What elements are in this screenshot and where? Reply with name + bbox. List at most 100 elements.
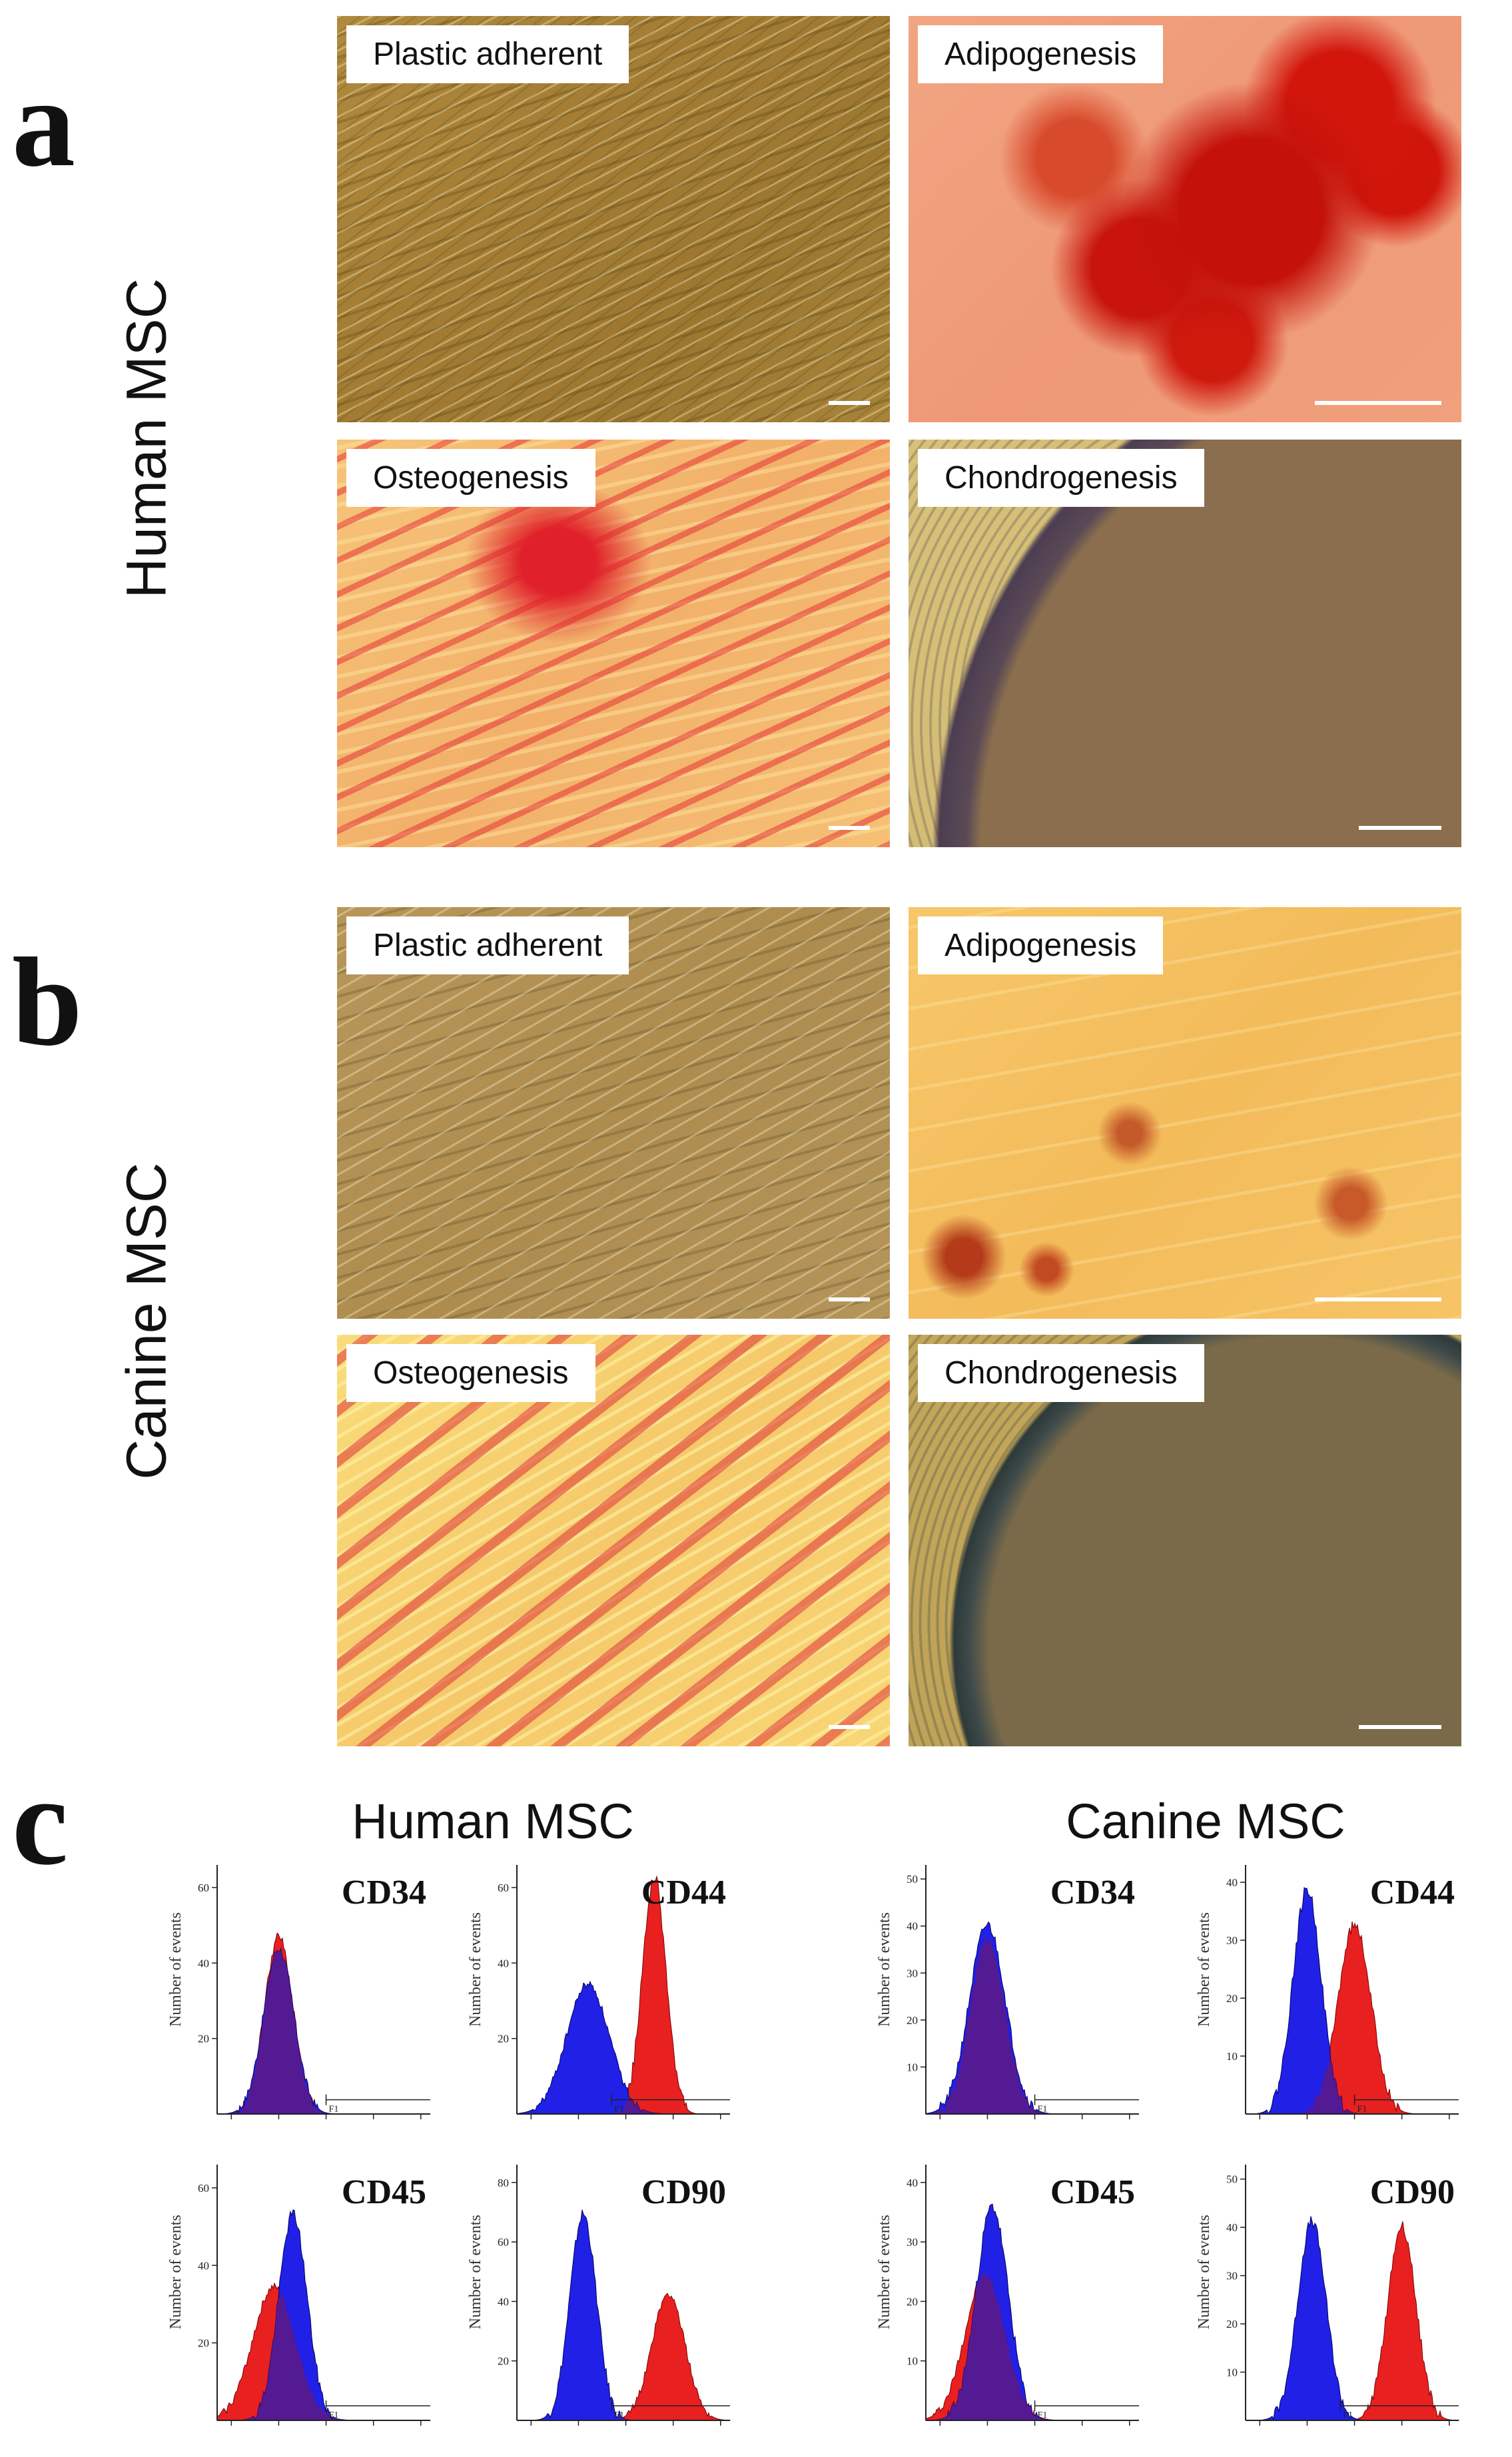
scale-bar — [829, 826, 870, 830]
histogram-human-cd45: 20 40 60 Number of events CD45 F1 — [151, 2158, 437, 2444]
micrograph-image — [909, 1335, 1461, 1746]
micrograph-image — [337, 907, 890, 1319]
y-tick-label: 10 — [907, 2061, 918, 2073]
marker-histogram — [517, 2292, 731, 2421]
y-tick-label: 20 — [1226, 1992, 1238, 2005]
micro-canine-plastic: Plastic adherent — [337, 907, 890, 1319]
overlap-histogram — [517, 2418, 730, 2420]
histogram-svg: 10 20 30 40 Number of events CD45 F1 — [876, 2165, 1139, 2426]
histogram-canine-cd44: 10 20 30 40 Number of events CD44 F1 — [1179, 1858, 1465, 2138]
image-label: Osteogenesis — [346, 1344, 595, 1402]
marker-label: CD44 — [641, 1874, 726, 1912]
y-axis-label: Number of events — [1196, 1912, 1213, 2027]
y-axis-label: Number of events — [876, 1912, 893, 2027]
y-tick-label: 20 — [198, 2033, 209, 2045]
scale-bar — [1359, 826, 1441, 830]
y-tick-label: 10 — [1226, 2366, 1238, 2379]
panel-letter-b: b — [12, 932, 83, 1072]
y-tick-label: 60 — [198, 2182, 209, 2195]
y-tick-label: 40 — [498, 1957, 509, 1969]
y-tick-label: 10 — [1226, 2050, 1238, 2063]
marker-label: CD90 — [641, 2173, 726, 2211]
micrograph-image — [909, 440, 1461, 847]
y-axis-label: Number of events — [167, 2215, 185, 2329]
image-label: Adipogenesis — [918, 25, 1164, 83]
image-label: Adipogenesis — [918, 916, 1164, 974]
marker-label: CD45 — [1050, 2173, 1135, 2211]
scale-bar — [1315, 401, 1441, 405]
image-label: Plastic adherent — [346, 916, 629, 974]
scale-bar — [829, 1725, 870, 1729]
y-tick-label: 20 — [1226, 2318, 1238, 2330]
gate-label: F1 — [329, 2105, 339, 2115]
micro-human-adipo: Adipogenesis — [909, 16, 1461, 422]
y-tick-label: 20 — [498, 2033, 509, 2045]
marker-histogram — [1246, 1921, 1459, 2115]
y-axis-label: Number of events — [467, 2215, 484, 2329]
micrograph-image — [909, 16, 1461, 422]
gate-label: F1 — [1343, 2410, 1353, 2420]
y-tick-label: 80 — [498, 2177, 509, 2189]
histogram-svg: 20 40 60 Number of events CD45 F1 — [167, 2165, 430, 2426]
y-tick-label: 20 — [198, 2337, 209, 2350]
histogram-svg: 20 40 60 Number of events CD34 F1 — [167, 1865, 430, 2119]
y-tick-label: 60 — [498, 1882, 509, 1894]
control-histogram — [517, 2209, 730, 2421]
gate-label: F1 — [614, 2105, 624, 2115]
y-tick-label: 20 — [498, 2355, 509, 2368]
histogram-canine-cd45: 10 20 30 40 Number of events CD45 F1 — [859, 2158, 1146, 2444]
gate-label: F1 — [614, 2410, 624, 2420]
histogram-svg: 20 40 60 80 Number of events CD90 F1 — [467, 2165, 731, 2426]
y-tick-label: 60 — [498, 2236, 509, 2249]
marker-label: CD34 — [342, 1874, 426, 1912]
histogram-svg: 20 40 60 Number of events CD44 F1 — [467, 1865, 730, 2119]
histogram-canine-cd34: 10 20 30 40 50 Number of events CD34 F1 — [859, 1858, 1146, 2138]
y-axis-label: Number of events — [467, 1912, 484, 2027]
y-axis-label: Number of events — [1196, 2215, 1213, 2329]
histogram-svg: 10 20 30 40 50 Number of events CD34 F1 — [876, 1865, 1139, 2119]
micrograph-image — [337, 16, 890, 422]
y-tick-label: 40 — [198, 1957, 209, 1969]
marker-histogram — [1246, 2221, 1459, 2421]
y-tick-label: 40 — [1226, 1876, 1238, 1889]
control-histogram — [516, 1980, 730, 2115]
y-tick-label: 40 — [1226, 2221, 1238, 2234]
histogram-human-cd34: 20 40 60 Number of events CD34 F1 — [151, 1858, 437, 2138]
gate-label: F1 — [329, 2410, 339, 2420]
micro-human-chondro: Chondrogenesis — [909, 440, 1461, 847]
marker-histogram — [216, 2282, 430, 2421]
micrograph-image — [337, 440, 890, 847]
scale-bar — [1315, 1297, 1441, 1301]
y-tick-label: 40 — [907, 2177, 918, 2189]
overlap-histogram — [217, 2294, 430, 2420]
y-tick-label: 50 — [1226, 2173, 1238, 2186]
y-tick-label: 30 — [1226, 1934, 1238, 1947]
marker-label: CD34 — [1050, 1874, 1135, 1912]
y-tick-label: 30 — [1226, 2270, 1238, 2282]
histogram-canine-cd90: 10 20 30 40 50 Number of events CD90 F1 — [1179, 2158, 1465, 2444]
micrograph-image — [909, 907, 1461, 1319]
histogram-human-cd90: 20 40 60 80 Number of events CD90 F1 — [450, 2158, 737, 2444]
marker-label: CD90 — [1370, 2173, 1455, 2211]
marker-histogram — [517, 1875, 730, 2115]
marker-label: CD45 — [342, 2173, 426, 2211]
histogram-svg: 10 20 30 40 50 Number of events CD90 F1 — [1196, 2165, 1459, 2426]
panel-letter-c: c — [12, 1752, 69, 1892]
y-tick-label: 40 — [198, 2259, 209, 2272]
group-title-human: Human MSC — [352, 1794, 634, 1849]
y-axis-label: Number of events — [876, 2215, 893, 2329]
panel-letter-a: a — [12, 53, 75, 193]
micro-canine-osteo: Osteogenesis — [337, 1335, 890, 1746]
y-tick-label: 60 — [198, 1882, 209, 1894]
micro-human-plastic: Plastic adherent — [337, 16, 890, 422]
scale-bar — [1359, 1725, 1441, 1729]
image-label: Plastic adherent — [346, 25, 629, 83]
micrograph-image — [337, 1335, 890, 1746]
marker-histogram — [217, 1932, 430, 2115]
image-label: Osteogenesis — [346, 449, 595, 507]
image-label: Chondrogenesis — [918, 449, 1204, 507]
control-histogram — [216, 1947, 430, 2115]
gate-label: F1 — [1038, 2410, 1048, 2420]
image-label: Chondrogenesis — [918, 1344, 1204, 1402]
gate-label: F1 — [1038, 2105, 1048, 2115]
